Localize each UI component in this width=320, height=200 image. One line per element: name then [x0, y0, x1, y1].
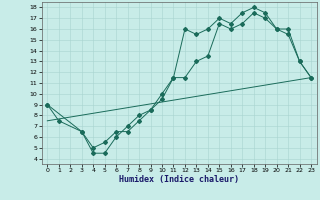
X-axis label: Humidex (Indice chaleur): Humidex (Indice chaleur) [119, 175, 239, 184]
